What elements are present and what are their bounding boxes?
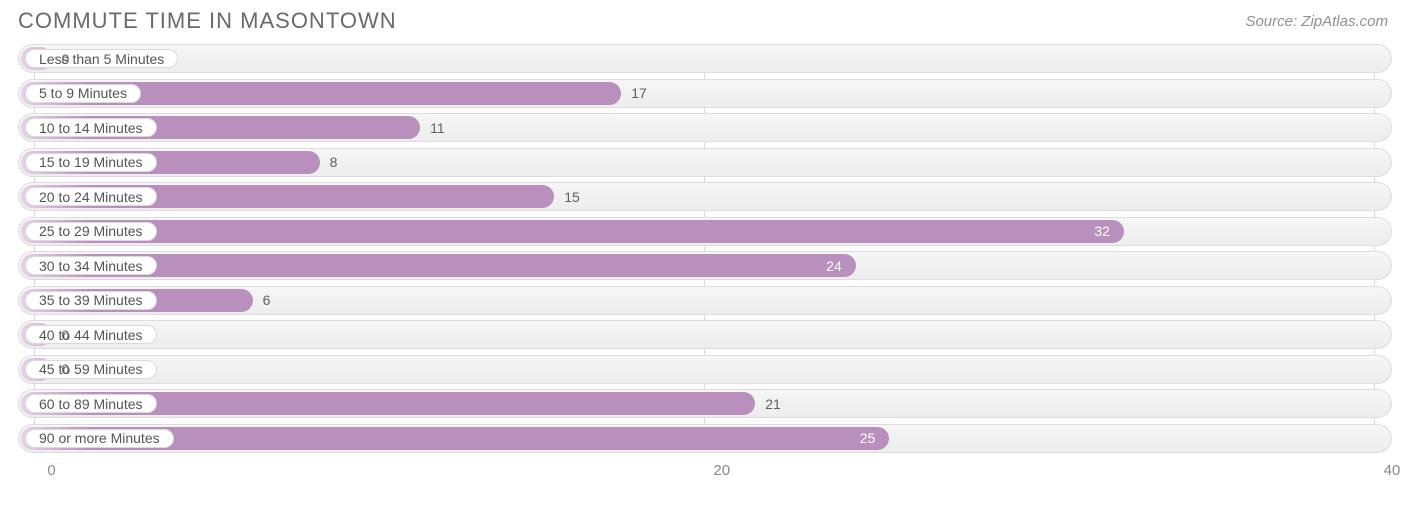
- bar-value: 15: [564, 182, 580, 211]
- category-pill: 60 to 89 Minutes: [25, 394, 157, 413]
- bar-value: 32: [1094, 217, 1110, 246]
- bar-row: 25 to 29 Minutes 32: [18, 217, 1392, 246]
- bar-value: 11: [430, 113, 445, 142]
- bar-value: 17: [631, 79, 647, 108]
- chart-header: COMMUTE TIME IN MASONTOWN Source: ZipAtl…: [0, 0, 1406, 44]
- chart-title: COMMUTE TIME IN MASONTOWN: [18, 8, 397, 34]
- bar-row: 90 or more Minutes 25: [18, 424, 1392, 453]
- bar-row: Less than 5 Minutes0: [18, 44, 1392, 73]
- x-tick: 20: [713, 462, 730, 479]
- bar-row: 30 to 34 Minutes 24: [18, 251, 1392, 280]
- category-pill: 20 to 24 Minutes: [25, 187, 157, 206]
- bar-value: 25: [860, 424, 876, 453]
- x-tick: 0: [47, 462, 55, 479]
- category-pill: 5 to 9 Minutes: [25, 84, 141, 103]
- bar-row: 10 to 14 Minutes 11: [18, 113, 1392, 142]
- bar-row: 20 to 24 Minutes 15: [18, 182, 1392, 211]
- bar-row: 60 to 89 Minutes 21: [18, 389, 1392, 418]
- bar-row: 45 to 59 Minutes0: [18, 355, 1392, 384]
- category-pill: 90 or more Minutes: [25, 429, 174, 448]
- commute-time-bar-chart: Less than 5 Minutes05 to 9 Minutes1710 t…: [0, 44, 1406, 453]
- source-attribution: Source: ZipAtlas.com: [1245, 13, 1388, 30]
- bar-value: 24: [826, 251, 842, 280]
- bar-value: 6: [263, 286, 271, 315]
- bar-fill: [21, 220, 1124, 243]
- bar-value: 0: [62, 44, 70, 73]
- bar-value: 21: [765, 389, 781, 418]
- category-pill: 15 to 19 Minutes: [25, 153, 157, 172]
- x-tick: 40: [1384, 462, 1401, 479]
- x-axis: 02040: [18, 458, 1392, 488]
- bar-value: 0: [62, 320, 70, 349]
- bar-row: 40 to 44 Minutes0: [18, 320, 1392, 349]
- bar-row: 5 to 9 Minutes 17: [18, 79, 1392, 108]
- category-pill: 10 to 14 Minutes: [25, 118, 157, 137]
- bar-value: 8: [330, 148, 338, 177]
- bar-row: 35 to 39 Minutes 6: [18, 286, 1392, 315]
- category-pill: 25 to 29 Minutes: [25, 222, 157, 241]
- bar-value: 0: [62, 355, 70, 384]
- bar-row: 15 to 19 Minutes 8: [18, 148, 1392, 177]
- chart-rows: Less than 5 Minutes05 to 9 Minutes1710 t…: [18, 44, 1392, 453]
- category-pill: Less than 5 Minutes: [25, 49, 178, 68]
- category-pill: 35 to 39 Minutes: [25, 291, 157, 310]
- category-pill: 30 to 34 Minutes: [25, 256, 157, 275]
- category-pill: 40 to 44 Minutes: [25, 325, 157, 344]
- category-pill: 45 to 59 Minutes: [25, 360, 157, 379]
